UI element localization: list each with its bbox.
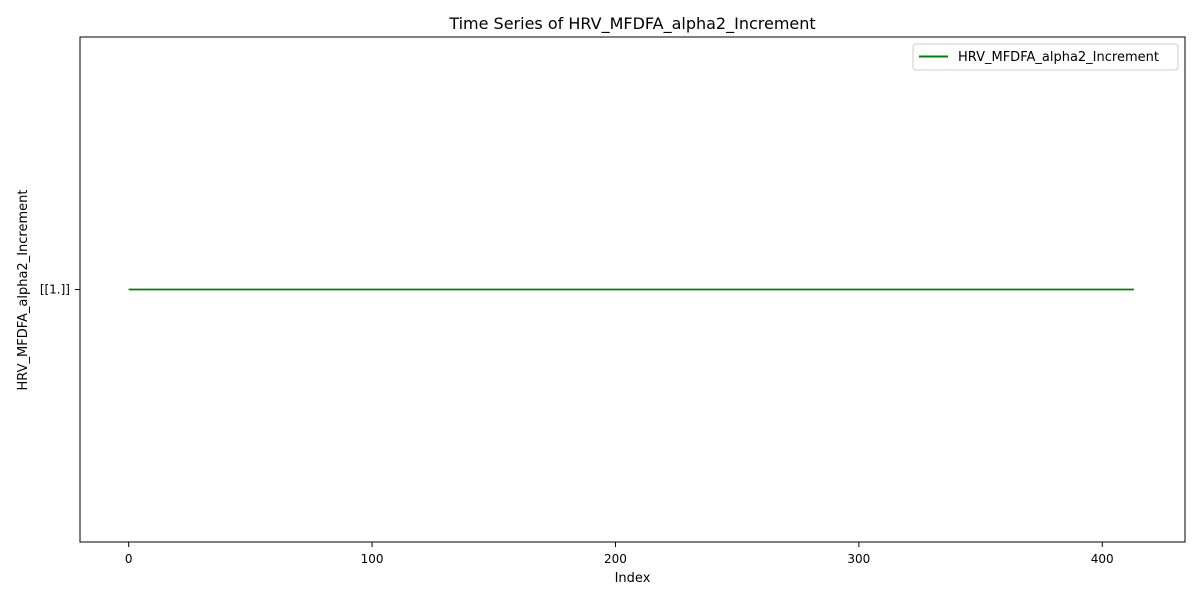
- legend-label: HRV_MFDFA_alpha2_Increment: [958, 50, 1159, 65]
- x-tick-label: 0: [125, 552, 133, 566]
- x-tick-label: 200: [604, 552, 627, 566]
- chart-title: Time Series of HRV_MFDFA_alpha2_Incremen…: [448, 14, 815, 34]
- x-axis-label: Index: [615, 571, 651, 586]
- x-tick-label: 100: [361, 552, 384, 566]
- legend-box: [912, 43, 1179, 71]
- y-axis-ticks: [[1.]]: [40, 283, 80, 297]
- x-tick-label: 300: [847, 552, 870, 566]
- x-tick-label: 400: [1091, 552, 1114, 566]
- legend: HRV_MFDFA_alpha2_Increment: [912, 43, 1179, 71]
- y-tick-label: [[1.]]: [40, 283, 70, 297]
- x-axis-ticks: 0 100 200 300 400: [125, 542, 1114, 566]
- y-axis-label: HRV_MFDFA_alpha2_Increment: [16, 190, 31, 391]
